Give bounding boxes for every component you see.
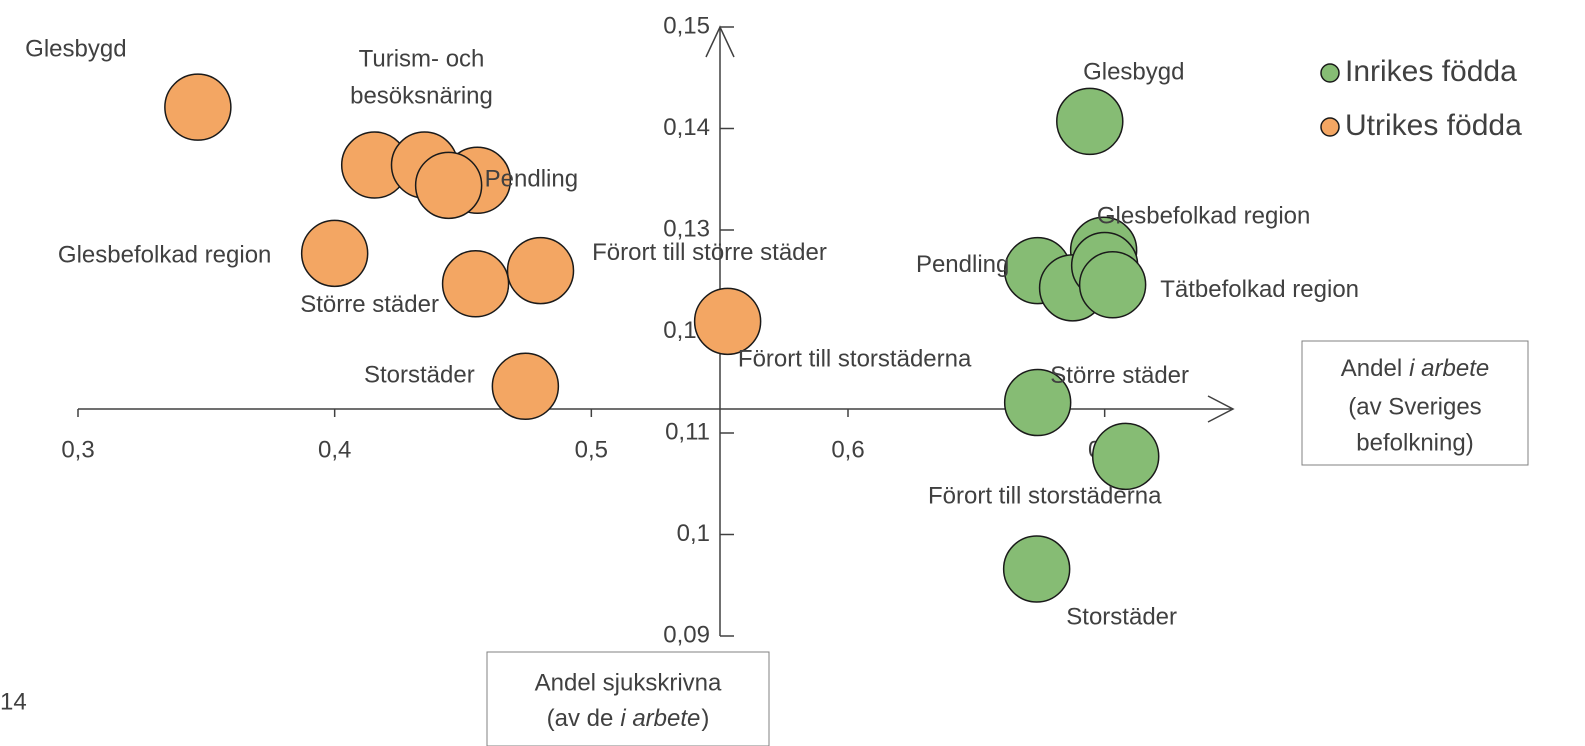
legend-marker [1320, 117, 1340, 137]
data-label: Förort till storstäderna [928, 483, 1162, 510]
y-tick-label: 0,13 [663, 215, 710, 242]
bubble [693, 287, 762, 356]
y-axis-title-part: ) [701, 705, 709, 732]
bubble [164, 73, 232, 141]
bubble [441, 250, 510, 318]
data-label: Storstäder [1066, 603, 1177, 630]
bubble [1091, 422, 1160, 491]
bubble [414, 151, 483, 220]
x-tick-label: 0,6 [831, 436, 864, 463]
data-label: Glesbefolkad region [58, 242, 271, 269]
bubble [1002, 535, 1071, 603]
data-label: Turism- och [359, 45, 485, 72]
legend-label: Utrikes födda [1345, 109, 1522, 142]
bubble [1003, 368, 1072, 437]
data-label: Förort till storstäderna [738, 346, 972, 373]
x-axis-title: befolkning) [1356, 429, 1473, 456]
y-tick-label: 0,14 [663, 114, 710, 141]
page-number: 14 [0, 688, 27, 715]
x-axis-arrow [1207, 395, 1235, 423]
x-axis-title-part: i arbete [1409, 355, 1489, 382]
y-tick-label: 0,09 [663, 621, 710, 648]
data-label: Pendling [485, 166, 578, 193]
y-tick-label: 0,11 [665, 418, 710, 445]
x-axis-title: (av Sveriges [1348, 393, 1481, 420]
data-label: besöksnäring [350, 82, 493, 109]
bubble [491, 352, 560, 421]
data-label: Större städer [1050, 362, 1189, 389]
bubble [506, 236, 575, 305]
bubble [1078, 251, 1147, 319]
y-axis-title-part: i arbete [620, 705, 700, 732]
y-tick-label: 0,15 [663, 12, 710, 39]
data-label: Glesbygd [1083, 59, 1184, 86]
data-label: Större städer [300, 291, 439, 318]
bubble [300, 219, 369, 288]
data-label: Förort till större städer [592, 239, 827, 266]
data-label: Glesbygd [25, 36, 126, 63]
x-tick-label: 0,4 [318, 436, 351, 463]
legend-marker [1320, 63, 1340, 83]
y-axis-title-part: (av de [547, 705, 614, 732]
x-axis-title-part: Andel [1341, 355, 1402, 382]
y-axis-title: Andel sjukskrivna [535, 669, 722, 696]
x-axis-title-box [1301, 340, 1529, 466]
legend-label: Inrikes födda [1345, 55, 1517, 88]
data-label: Tätbefolkad region [1160, 276, 1359, 303]
x-tick-label: 0,3 [61, 436, 94, 463]
bubble [1056, 87, 1124, 156]
y-axis-title: (av de i arbete) [547, 705, 710, 732]
y-tick-label: 0,1 [677, 520, 710, 547]
data-label: Storstäder [364, 362, 475, 389]
y-axis-title-box [486, 651, 770, 746]
x-axis-title: Andel i arbete [1341, 355, 1489, 382]
data-label: Pendling [916, 251, 1009, 278]
x-tick-label: 0,5 [575, 436, 608, 463]
data-label: Glesbefolkad region [1097, 203, 1310, 230]
